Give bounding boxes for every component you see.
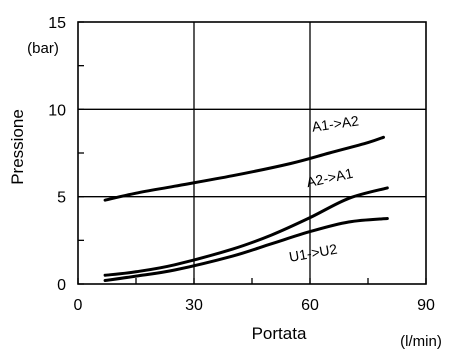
x-tick-label: 30 — [185, 297, 203, 314]
series-line-1 — [103, 135, 385, 202]
y-tick-label: 15 — [48, 15, 66, 32]
x-tick-label: 60 — [301, 297, 319, 314]
x-axis-title: Portata — [252, 324, 307, 343]
x-tick-label: 90 — [417, 297, 435, 314]
y-tick-label: 5 — [57, 190, 66, 207]
series-lines — [103, 135, 389, 283]
tick-labels: 0 30 60 90 0 5 10 15 — [48, 15, 435, 314]
grid — [77, 21, 427, 285]
plot-frame — [77, 21, 427, 285]
series-line-3 — [103, 217, 389, 283]
series-line-2 — [103, 186, 389, 277]
tick-marks — [77, 21, 427, 285]
y-axis-title: Pressione — [8, 109, 27, 185]
y-tick-label: 0 — [57, 277, 66, 294]
x-unit-label: (l/min) — [400, 333, 442, 350]
series-labels: A1->A2 A2->A1 U1->U2 — [288, 112, 360, 264]
series-label-2: A2->A1 — [305, 165, 355, 190]
series-label-1: A1->A2 — [311, 112, 360, 134]
x-tick-label: 0 — [74, 297, 83, 314]
y-tick-label: 10 — [48, 102, 66, 119]
y-unit-label: (bar) — [27, 40, 59, 57]
series-label-3: U1->U2 — [288, 241, 339, 265]
